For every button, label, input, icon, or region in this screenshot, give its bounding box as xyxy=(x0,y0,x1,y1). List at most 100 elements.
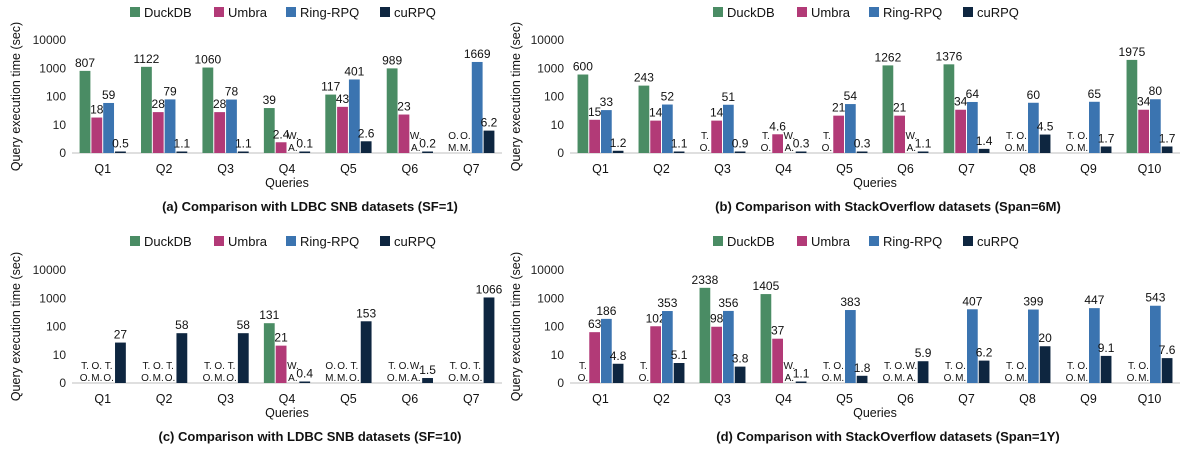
data-label: 33 xyxy=(600,95,614,109)
bar-duckdb xyxy=(882,65,894,153)
bar-ring-rpq xyxy=(1150,305,1161,383)
data-label: 21 xyxy=(274,331,288,345)
x-tick-label: Q1 xyxy=(94,162,111,176)
data-label: 21 xyxy=(832,101,846,115)
data-label: 18 xyxy=(90,103,104,117)
bar-ring-rpq xyxy=(348,79,360,153)
status-label: O. xyxy=(639,373,650,384)
bar-curpq xyxy=(422,151,433,153)
status-label: W. xyxy=(906,131,918,142)
bar-ring-rpq xyxy=(471,61,483,153)
x-tick-label: Q2 xyxy=(653,162,670,176)
status-label: O. xyxy=(822,373,833,384)
bar-ring-rpq xyxy=(662,311,673,383)
data-label: 1262 xyxy=(875,50,902,64)
x-tick-label: Q7 xyxy=(463,392,480,406)
data-label: 600 xyxy=(573,60,593,74)
bar-curpq xyxy=(360,321,372,383)
data-label: 27 xyxy=(114,328,128,342)
data-label: 34 xyxy=(954,95,968,109)
bar-ring-rpq xyxy=(662,104,673,153)
bar-curpq xyxy=(1161,358,1173,383)
data-label: 9.1 xyxy=(1098,341,1115,355)
status-label: T. xyxy=(81,361,89,372)
status-label: O. xyxy=(700,143,711,154)
x-tick-label: Q5 xyxy=(340,392,357,406)
y-tick-label: 1000 xyxy=(537,291,564,305)
bar-umbra xyxy=(589,119,600,153)
x-tick-label: Q5 xyxy=(836,162,853,176)
status-label: M. xyxy=(1077,373,1088,384)
data-label: 1060 xyxy=(195,53,222,67)
data-label: 353 xyxy=(657,296,677,310)
status-label: O. xyxy=(955,361,966,372)
status-label: T. xyxy=(762,131,770,142)
x-tick-label: Q6 xyxy=(897,392,914,406)
status-label: M. xyxy=(460,143,471,154)
x-tick-label: Q4 xyxy=(775,162,792,176)
y-tick-label: 10000 xyxy=(33,263,67,277)
bar-ring-rpq xyxy=(723,310,734,383)
status-label: O. xyxy=(1066,373,1077,384)
legend-label-umbra: Umbra xyxy=(228,234,268,249)
status-label: T. xyxy=(701,131,709,142)
bar-duckdb xyxy=(141,66,152,153)
bar-umbra xyxy=(650,120,661,153)
status-label: M. xyxy=(448,143,459,154)
bar-curpq xyxy=(422,378,433,383)
bar-umbra xyxy=(955,109,966,153)
status-label: A. xyxy=(288,373,297,384)
x-axis-label: Queries xyxy=(265,176,309,190)
data-label: 28 xyxy=(152,97,166,111)
data-label: 64 xyxy=(966,87,980,101)
status-label: O. xyxy=(894,361,905,372)
y-tick-label: 10000 xyxy=(33,33,67,47)
data-label: 54 xyxy=(844,89,858,103)
x-axis-label: Queries xyxy=(853,176,897,190)
bar-curpq xyxy=(795,381,807,383)
status-label: O. xyxy=(944,373,955,384)
legend-swatch-duckdb xyxy=(713,236,723,246)
bar-ring-rpq xyxy=(1089,101,1100,153)
status-label: O. xyxy=(460,361,471,372)
status-label: O. xyxy=(472,373,483,384)
bar-duckdb xyxy=(699,287,711,383)
status-label: A. xyxy=(411,143,420,154)
status-label: O. xyxy=(822,143,833,154)
data-label: 0.1 xyxy=(296,137,313,151)
bar-curpq xyxy=(176,333,188,383)
x-tick-label: Q5 xyxy=(836,392,853,406)
x-tick-label: Q5 xyxy=(340,162,357,176)
bar-curpq xyxy=(978,360,990,383)
status-label: M. xyxy=(1016,143,1027,154)
bar-duckdb xyxy=(638,85,650,153)
bar-duckdb xyxy=(943,64,955,153)
bar-duckdb xyxy=(79,70,91,153)
y-axis-label: Query execution time (sec) xyxy=(9,252,23,401)
status-label: T. xyxy=(579,361,587,372)
status-label: T. xyxy=(450,361,458,372)
bar-curpq xyxy=(978,148,990,153)
bar-curpq xyxy=(856,151,868,153)
y-tick-label: 10 xyxy=(53,118,67,132)
status-label: T. xyxy=(823,361,831,372)
status-label: W. xyxy=(906,361,918,372)
status-label: O. xyxy=(1005,373,1016,384)
data-label: 39 xyxy=(263,93,277,107)
status-label: O. xyxy=(103,373,114,384)
status-label: T. xyxy=(1128,361,1136,372)
status-label: W. xyxy=(287,131,299,142)
bar-umbra xyxy=(589,332,600,383)
data-label: 58 xyxy=(237,318,251,332)
caption-d: (d) Comparison with StackOverflow datase… xyxy=(716,429,1060,444)
x-tick-label: Q6 xyxy=(402,162,419,176)
data-label: 2.6 xyxy=(358,126,375,140)
legend-swatch-curpq xyxy=(380,7,390,17)
x-tick-label: Q3 xyxy=(217,162,234,176)
legend-label-curpq: cuRPQ xyxy=(394,5,436,20)
data-label: 80 xyxy=(1149,84,1163,98)
status-label: T. xyxy=(350,361,358,372)
data-label: 1.5 xyxy=(419,363,436,377)
